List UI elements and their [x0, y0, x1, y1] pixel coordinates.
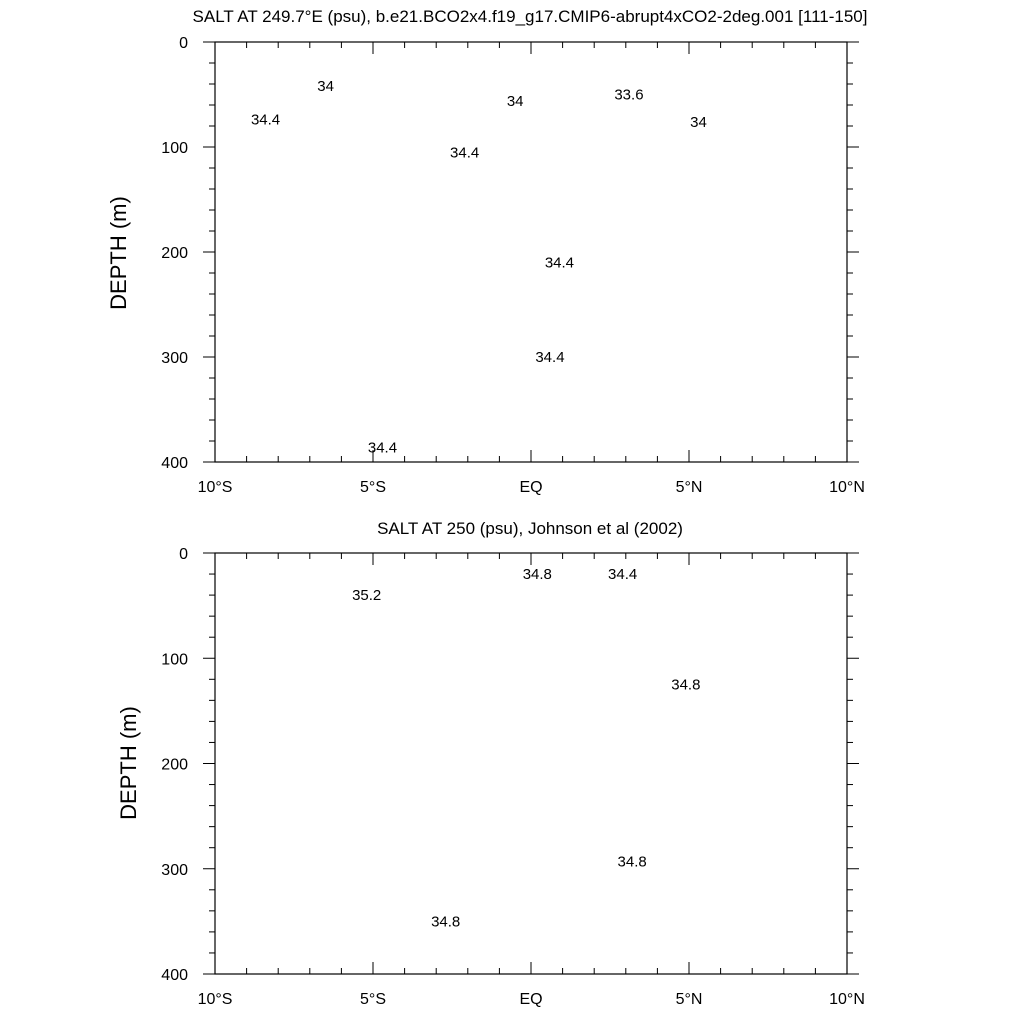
- top-y-tick-label: 300: [161, 350, 188, 367]
- bottom-contour-band-34.6: [553, 553, 809, 632]
- top-tick-marks: [203, 41, 859, 463]
- bottom-y-tick-label: 300: [161, 862, 188, 879]
- top-x-tick-label: 10°N: [829, 479, 865, 496]
- bottom-contour-band-35.6: [276, 615, 332, 667]
- top-y-tick-label: 200: [161, 245, 188, 262]
- bottom-panel: SALT AT 250 (psu), Johnson et al (2002) …: [116, 519, 865, 1008]
- top-contour-label: 34.4: [251, 112, 280, 129]
- top-y-tick-label: 400: [161, 455, 188, 472]
- top-contour-label: 34: [507, 93, 524, 110]
- bottom-y-axis-label: DEPTH (m): [116, 706, 141, 820]
- top-contour-band-33.4: [612, 40, 783, 81]
- bottom-contour-band-34: [700, 555, 797, 603]
- top-y-tick-label: 0: [179, 35, 188, 52]
- bottom-contour-fills: [255, 533, 808, 974]
- bottom-contour-band-35: [752, 656, 791, 703]
- bottom-y-tick-label: 0: [179, 546, 188, 563]
- top-contour-label: 34.4: [450, 144, 479, 161]
- bottom-contour-label: 35.2: [352, 587, 381, 604]
- top-contour-label: 34.4: [535, 349, 564, 366]
- bottom-contour-label: 34.4: [608, 566, 637, 583]
- bottom-chart-title: SALT AT 250 (psu), Johnson et al (2002): [377, 519, 683, 538]
- top-panel: SALT AT 249.7°E (psu), b.e21.BCO2x4.f19_…: [106, 7, 896, 496]
- top-x-tick-label: 5°N: [676, 479, 703, 496]
- bottom-contour-band-34.2: [635, 554, 802, 610]
- top-chart-title: SALT AT 249.7°E (psu), b.e21.BCO2x4.f19_…: [193, 7, 868, 26]
- bottom-contour-label: 34.8: [671, 677, 700, 694]
- bottom-tick-marks: [203, 552, 859, 975]
- top-y-axis-label: DEPTH (m): [106, 196, 131, 310]
- top-x-tick-label: 5°S: [360, 479, 386, 496]
- top-contour-band-35: [212, 128, 256, 196]
- top-contour-band-35.2: [213, 146, 237, 182]
- bottom-axes-frame: [214, 552, 848, 975]
- top-x-tick-label: 10°S: [198, 479, 233, 496]
- bottom-contour-band-35.8: [277, 640, 284, 650]
- bottom-y-tick-label: 400: [161, 967, 188, 984]
- top-contour-label: 34: [690, 114, 707, 131]
- top-x-tick-label: EQ: [519, 479, 542, 496]
- bottom-contour-band-33.6: [771, 557, 792, 572]
- bottom-x-tick-label: 5°S: [360, 991, 386, 1008]
- top-contour-band-34.4: [166, 22, 894, 466]
- bottom-x-tick-label: 10°S: [198, 991, 233, 1008]
- bottom-contour-band-35.4: [484, 606, 512, 629]
- top-plot-area: 10°S 5°S EQ 5°N 10°N 0 100 200 300 400 34 34 33.6 34 3…: [161, 22, 896, 496]
- top-contour-band-34.8: [212, 115, 310, 266]
- bottom-contour-band-35.2: [268, 546, 541, 718]
- bottom-y-tick-label: 100: [161, 651, 188, 668]
- top-contour-label: 34: [317, 78, 334, 95]
- bottom-contour-band-34.8: [278, 558, 790, 974]
- bottom-contour-band-33.8: [753, 556, 793, 583]
- top-contour-label: 34.4: [545, 255, 574, 272]
- top-contour-band-34.6: [215, 42, 847, 462]
- bottom-x-tick-label: 5°N: [676, 991, 703, 1008]
- bottom-contour-label: 34.8: [618, 853, 647, 870]
- bottom-plot-area: 10°S 5°S EQ 5°N 10°N 0 100 200 300 400 35.2 34.8 34.…: [161, 533, 865, 1008]
- top-contour-label: 33.6: [614, 87, 643, 104]
- bottom-contour-band-35.4: [273, 592, 392, 696]
- bottom-y-tick-label: 200: [161, 757, 188, 774]
- bottom-contour-label: 34.8: [523, 566, 552, 583]
- top-contour-band-33.6: [300, 41, 847, 95]
- top-contour-label: 34.4: [368, 439, 397, 456]
- bottom-contour-band-34.4: [587, 554, 806, 621]
- top-contour-band-34.2: [812, 318, 850, 474]
- top-contour-fills: [166, 22, 896, 474]
- bottom-contour-label: 34.8: [431, 913, 460, 930]
- top-y-tick-label: 100: [161, 140, 188, 157]
- bottom-x-tick-label: EQ: [519, 991, 542, 1008]
- top-contour-band-34: [175, 33, 895, 173]
- bottom-x-tick-label: 10°N: [829, 991, 865, 1008]
- top-axes-frame: [214, 41, 848, 463]
